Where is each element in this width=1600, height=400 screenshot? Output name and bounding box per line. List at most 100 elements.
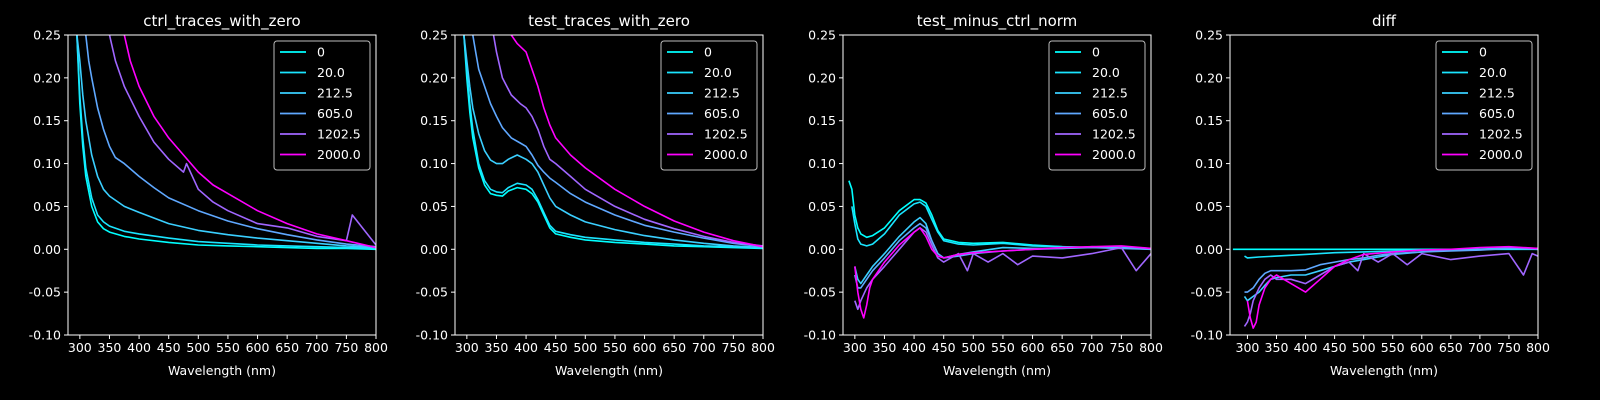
x-tick-label: 700 bbox=[305, 340, 329, 355]
series-lines bbox=[76, 35, 376, 251]
series-line-3 bbox=[463, 35, 763, 249]
x-axis-label: Wavelength (nm) bbox=[943, 363, 1051, 378]
y-tick-label: 0.05 bbox=[808, 199, 836, 214]
x-tick-label: 500 bbox=[573, 340, 597, 355]
x-tick-label: 600 bbox=[1021, 340, 1045, 355]
x-tick-label: 450 bbox=[932, 340, 956, 355]
series-line-6 bbox=[854, 227, 1151, 319]
y-tick-label: 0.00 bbox=[420, 242, 448, 257]
series-lines bbox=[848, 180, 1151, 319]
x-tick-label: 400 bbox=[1294, 340, 1318, 355]
legend-entry: 20.0 bbox=[1479, 65, 1507, 80]
legend-entry: 605.0 bbox=[317, 106, 353, 121]
y-tick-label: -0.05 bbox=[804, 285, 836, 300]
y-tick-label: 0.10 bbox=[1195, 156, 1223, 171]
x-tick-label: 600 bbox=[633, 340, 657, 355]
x-tick-label: 750 bbox=[1497, 340, 1521, 355]
y-tick-label: 0.15 bbox=[420, 113, 448, 128]
x-tick-label: 450 bbox=[1323, 340, 1347, 355]
x-tick-label: 450 bbox=[544, 340, 568, 355]
y-tick-label: 0.20 bbox=[808, 70, 836, 85]
series-lines bbox=[463, 35, 763, 250]
x-tick-label: 350 bbox=[98, 340, 122, 355]
plot-frame bbox=[842, 34, 1152, 336]
chart-title: diff bbox=[1372, 12, 1397, 30]
x-tick-label: 800 bbox=[364, 340, 388, 355]
chart-title: test_traces_with_zero bbox=[528, 12, 690, 31]
y-tick-label: 0.25 bbox=[808, 28, 836, 43]
series-line-5 bbox=[108, 35, 376, 246]
chart-panel-2: test_traces_with_zero 300 350 400 450 500 550 6… bbox=[416, 12, 775, 378]
x-tick-label: 650 bbox=[275, 340, 299, 355]
y-tick-label: 0.25 bbox=[420, 28, 448, 43]
x-tick-label: 600 bbox=[246, 340, 270, 355]
y-tick-label: 0.20 bbox=[1195, 70, 1223, 85]
y-tick-label: 0.25 bbox=[33, 28, 61, 43]
x-tick-label: 400 bbox=[514, 340, 538, 355]
series-line-4 bbox=[1244, 247, 1538, 293]
x-tick-label: 550 bbox=[1381, 340, 1405, 355]
series-line-6 bbox=[1246, 245, 1538, 329]
series-line-5 bbox=[1243, 252, 1538, 327]
y-tick-label: -0.10 bbox=[804, 328, 836, 343]
x-tick-label: 800 bbox=[1526, 340, 1550, 355]
legend-entry: 20.0 bbox=[704, 65, 732, 80]
legend-entry: 1202.5 bbox=[1092, 127, 1136, 142]
legend-entry: 2000.0 bbox=[317, 147, 361, 162]
x-tick-label: 650 bbox=[1050, 340, 1074, 355]
legend-entry: 1202.5 bbox=[317, 127, 361, 142]
series-line-6 bbox=[123, 35, 376, 249]
y-tick-label: 0.15 bbox=[33, 113, 61, 128]
x-tick-label: 550 bbox=[216, 340, 240, 355]
legend-entry: 605.0 bbox=[1092, 106, 1128, 121]
chart-panel-3: test_minus_ctrl_norm 300 350 400 450 500 550 60… bbox=[804, 12, 1163, 378]
x-tick-label: 400 bbox=[127, 340, 151, 355]
x-axis-label: Wavelength (nm) bbox=[555, 363, 663, 378]
legend-entry: 212.5 bbox=[1479, 86, 1515, 101]
series-line-3 bbox=[76, 35, 376, 249]
y-tick-label: 0.00 bbox=[1195, 242, 1223, 257]
x-tick-label: 700 bbox=[1468, 340, 1492, 355]
x-tick-label: 350 bbox=[485, 340, 509, 355]
y-tick-label: 0.25 bbox=[1195, 28, 1223, 43]
x-tick-label: 450 bbox=[157, 340, 181, 355]
chart-panel-1: ctrl_traces_with_zero 300 350 400 450 500 550 6… bbox=[29, 12, 388, 378]
legend-entry: 0 bbox=[317, 45, 325, 60]
x-tick-label: 650 bbox=[662, 340, 686, 355]
legend-entry: 0 bbox=[704, 45, 712, 60]
x-tick-label: 750 bbox=[1109, 340, 1133, 355]
legend: 0 20.0 212.5 605.0 1202.5 2000.0 bbox=[660, 40, 758, 171]
y-tick-label: -0.05 bbox=[416, 285, 448, 300]
x-tick-label: 700 bbox=[692, 340, 716, 355]
x-tick-label: 350 bbox=[873, 340, 897, 355]
legend-entry: 212.5 bbox=[1092, 86, 1128, 101]
series-line-6 bbox=[510, 35, 763, 248]
plot-frame bbox=[454, 34, 764, 336]
y-tick-label: 0.00 bbox=[808, 242, 836, 257]
x-tick-label: 350 bbox=[1265, 340, 1289, 355]
chart-title: test_minus_ctrl_norm bbox=[917, 12, 1078, 31]
y-tick-label: 0.05 bbox=[33, 199, 61, 214]
legend: 0 20.0 212.5 605.0 1202.5 2000.0 bbox=[1435, 40, 1533, 171]
x-tick-label: 400 bbox=[902, 340, 926, 355]
x-tick-label: 300 bbox=[455, 340, 479, 355]
y-tick-label: 0.10 bbox=[808, 156, 836, 171]
x-tick-label: 800 bbox=[1139, 340, 1163, 355]
legend: 0 20.0 212.5 605.0 1202.5 2000.0 bbox=[1048, 40, 1146, 171]
x-tick-label: 700 bbox=[1080, 340, 1104, 355]
plot-frame bbox=[1229, 34, 1539, 336]
legend-entry: 20.0 bbox=[317, 65, 345, 80]
x-tick-label: 300 bbox=[1236, 340, 1260, 355]
series-line-1 bbox=[463, 35, 763, 250]
x-axis-label: Wavelength (nm) bbox=[168, 363, 276, 378]
x-tick-label: 500 bbox=[186, 340, 210, 355]
y-tick-label: -0.05 bbox=[1191, 285, 1223, 300]
legend: 0 20.0 212.5 605.0 1202.5 2000.0 bbox=[273, 40, 371, 171]
y-tick-label: 0.10 bbox=[33, 156, 61, 171]
y-tick-label: 0.20 bbox=[33, 70, 61, 85]
series-lines bbox=[1232, 245, 1538, 329]
x-tick-label: 300 bbox=[68, 340, 92, 355]
x-tick-label: 800 bbox=[751, 340, 775, 355]
legend-entry: 2000.0 bbox=[1479, 147, 1523, 162]
